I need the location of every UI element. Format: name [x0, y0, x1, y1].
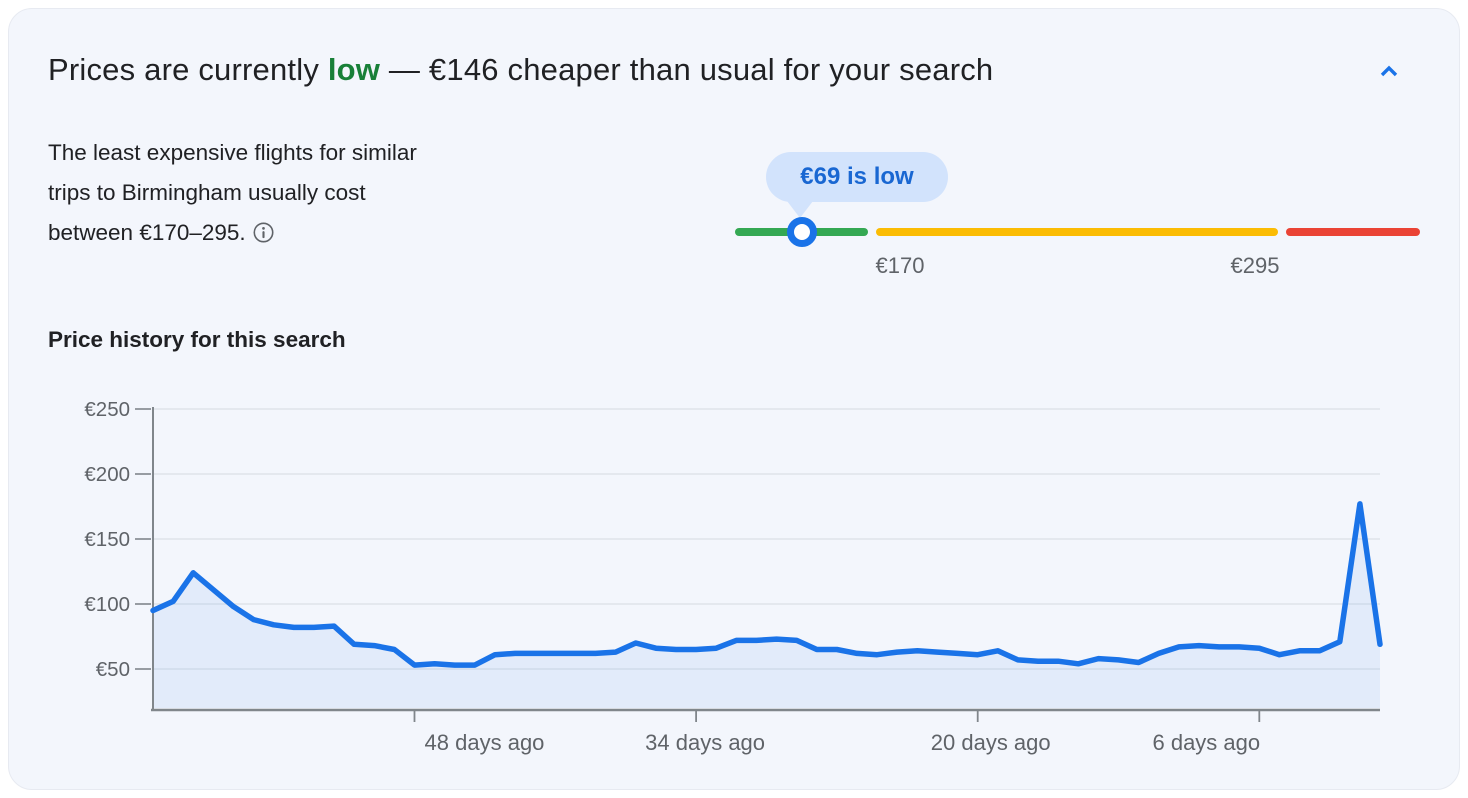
x-axis-label: 6 days ago — [1152, 730, 1260, 755]
price-history-chart: €250 €200 €150 €100 €50 48 days ago 34 days ag… — [84, 398, 1383, 755]
current-price-marker — [787, 217, 817, 247]
y-axis-label: €250 — [84, 398, 130, 421]
gauge-min-label: €170 — [875, 253, 925, 278]
price-tooltip: €69 is low — [766, 152, 948, 202]
price-area-fill — [153, 503, 1380, 708]
y-axis-label: €200 — [84, 463, 130, 486]
description-line: trips to Birmingham usually cost — [48, 180, 366, 205]
title-prefix: Prices are currently — [48, 52, 328, 87]
y-axis-label: €50 — [96, 658, 130, 681]
price-insights-card — [8, 8, 1460, 790]
price-level-gauge: €69 is low €170 €295 — [735, 150, 1420, 280]
tooltip-tail — [787, 201, 813, 218]
gauge-typical-segment — [876, 228, 1278, 236]
price-line — [150, 501, 1383, 668]
y-axis-label: €150 — [84, 528, 130, 551]
description-line: between €170–295. — [48, 213, 417, 257]
chevron-up-icon — [1374, 57, 1404, 90]
page-title: Prices are currently low — €146 cheaper … — [48, 52, 993, 88]
collapse-panel-button[interactable] — [1368, 52, 1410, 94]
x-axis-label: 20 days ago — [931, 730, 1051, 755]
gauge-max-label: €295 — [1230, 253, 1280, 278]
title-suffix: — €146 cheaper than usual for your searc… — [380, 52, 994, 87]
info-icon[interactable] — [252, 217, 275, 257]
description-line: The least expensive flights for similar — [48, 140, 417, 165]
x-axis-label: 48 days ago — [425, 730, 545, 755]
price-tooltip-label: €69 is low — [800, 163, 914, 190]
price-history-heading: Price history for this search — [48, 327, 346, 352]
y-axis-label: €100 — [84, 593, 130, 616]
gauge-high-segment — [1286, 228, 1420, 236]
price-range-description: The least expensive flights for similar … — [48, 133, 417, 257]
price-status-badge: low — [327, 52, 381, 87]
x-axis-label: 34 days ago — [645, 730, 765, 755]
